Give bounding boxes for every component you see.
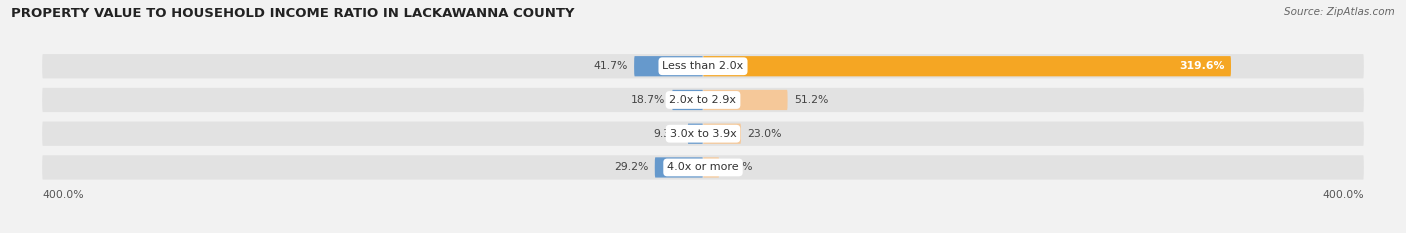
FancyBboxPatch shape <box>42 155 1364 180</box>
FancyBboxPatch shape <box>42 122 1364 146</box>
FancyBboxPatch shape <box>42 54 1364 78</box>
FancyBboxPatch shape <box>634 56 703 76</box>
Text: 400.0%: 400.0% <box>1322 190 1364 200</box>
Text: 41.7%: 41.7% <box>593 61 627 71</box>
FancyBboxPatch shape <box>688 123 703 144</box>
FancyBboxPatch shape <box>703 56 1232 76</box>
Text: 9.3%: 9.3% <box>654 129 681 139</box>
Text: Source: ZipAtlas.com: Source: ZipAtlas.com <box>1284 7 1395 17</box>
FancyBboxPatch shape <box>672 90 703 110</box>
Text: 400.0%: 400.0% <box>42 190 84 200</box>
FancyBboxPatch shape <box>703 157 720 178</box>
FancyBboxPatch shape <box>703 90 787 110</box>
FancyBboxPatch shape <box>703 123 741 144</box>
Text: 23.0%: 23.0% <box>748 129 782 139</box>
Text: 29.2%: 29.2% <box>614 162 648 172</box>
Text: 9.8%: 9.8% <box>725 162 754 172</box>
Text: 51.2%: 51.2% <box>794 95 828 105</box>
Text: 4.0x or more: 4.0x or more <box>668 162 738 172</box>
Text: 319.6%: 319.6% <box>1178 61 1225 71</box>
Text: Less than 2.0x: Less than 2.0x <box>662 61 744 71</box>
FancyBboxPatch shape <box>42 88 1364 112</box>
Text: PROPERTY VALUE TO HOUSEHOLD INCOME RATIO IN LACKAWANNA COUNTY: PROPERTY VALUE TO HOUSEHOLD INCOME RATIO… <box>11 7 575 20</box>
Text: 2.0x to 2.9x: 2.0x to 2.9x <box>669 95 737 105</box>
Text: 3.0x to 3.9x: 3.0x to 3.9x <box>669 129 737 139</box>
FancyBboxPatch shape <box>655 157 703 178</box>
Text: 18.7%: 18.7% <box>631 95 665 105</box>
